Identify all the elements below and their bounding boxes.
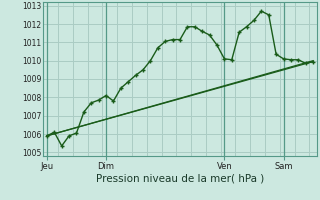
X-axis label: Pression niveau de la mer( hPa ): Pression niveau de la mer( hPa ): [96, 173, 264, 183]
